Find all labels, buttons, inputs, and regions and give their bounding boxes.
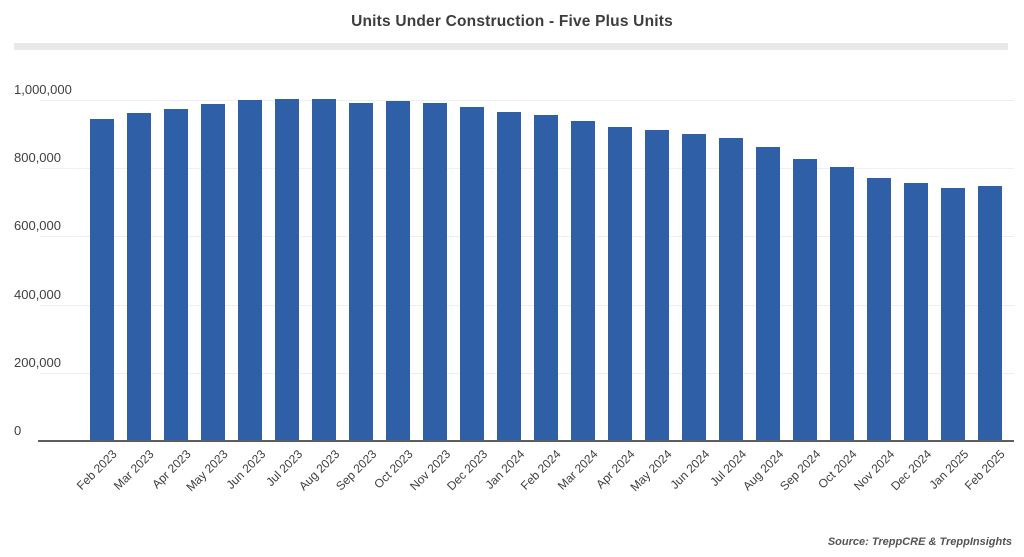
gridline: [40, 236, 1014, 238]
bar-may-2024[interactable]: [645, 129, 669, 441]
bar-sep-2023[interactable]: [349, 103, 373, 441]
gridline: [40, 304, 1014, 306]
x-axis-line: [38, 440, 1014, 442]
bar-dec-2024[interactable]: [904, 182, 928, 441]
x-axis-tick-label: Jun 2024: [667, 447, 712, 492]
bar-nov-2024[interactable]: [867, 177, 891, 441]
bar-jul-2024[interactable]: [719, 137, 743, 441]
bar-jun-2024[interactable]: [682, 134, 706, 441]
bar-may-2023[interactable]: [201, 103, 225, 441]
bar-feb-2025[interactable]: [978, 185, 1002, 441]
bar-sep-2024[interactable]: [793, 158, 817, 441]
gridline: [40, 100, 1014, 101]
y-axis-tick-label: 800,000: [14, 150, 61, 166]
bar-jan-2024[interactable]: [497, 111, 521, 441]
bar-aug-2023[interactable]: [312, 98, 336, 441]
bar-apr-2024[interactable]: [608, 126, 632, 441]
bar-jul-2023[interactable]: [275, 98, 299, 441]
bar-mar-2024[interactable]: [571, 120, 595, 441]
y-axis-tick-label: 600,000: [14, 218, 61, 234]
bar-aug-2024[interactable]: [756, 146, 780, 441]
x-axis-tick-label: Jun 2023: [223, 447, 268, 492]
bar-mar-2023[interactable]: [127, 112, 151, 441]
bar-apr-2023[interactable]: [164, 108, 188, 441]
x-axis-tick-label: Mar 2023: [111, 447, 157, 493]
bar-jan-2025[interactable]: [941, 187, 965, 441]
gridline: [40, 168, 1014, 170]
x-axis-tick-label: Mar 2024: [555, 447, 601, 493]
bar-dec-2023[interactable]: [460, 107, 484, 441]
y-axis-tick-label: 1,000,000: [14, 82, 72, 97]
y-axis-tick-label: 200,000: [14, 354, 61, 370]
bar-feb-2024[interactable]: [534, 114, 558, 441]
y-axis-tick-label: 0: [14, 423, 22, 438]
bar-nov-2023[interactable]: [423, 102, 447, 441]
bar-feb-2023[interactable]: [90, 118, 114, 441]
bar-jun-2023[interactable]: [238, 100, 262, 441]
bar-oct-2024[interactable]: [830, 166, 854, 441]
gridline: [40, 372, 1014, 374]
divider-bar: [14, 43, 1008, 50]
y-axis-tick-label: 400,000: [14, 286, 61, 302]
source-note: Source: TreppCRE & TreppInsights: [827, 536, 1012, 548]
bar-oct-2023[interactable]: [386, 101, 410, 441]
chart-title: Units Under Construction - Five Plus Uni…: [351, 13, 673, 30]
